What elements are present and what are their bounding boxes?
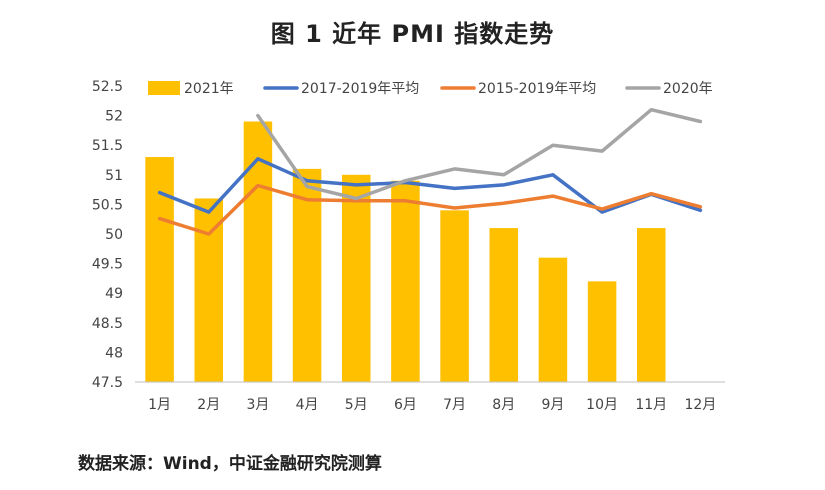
x-tick-label: 11月 [635,397,667,413]
y-tick-label: 50 [105,227,123,243]
x-tick-label: 12月 [685,397,717,413]
bar-9月 [538,257,568,382]
chart-title: 图 1 近年 PMI 指数走势 [270,20,555,48]
bar-11月 [636,228,666,382]
line-series-2 [157,183,703,236]
legend-label: 2017-2019年平均 [301,81,419,97]
bar-series-2021 [145,121,666,383]
x-tick-label: 8月 [492,397,515,413]
y-tick-label: 52.5 [92,79,123,95]
legend-label: 2015-2019年平均 [478,81,596,97]
line-series-1 [157,157,703,214]
x-tick-label: 5月 [345,397,368,413]
x-tick-label: 9月 [541,397,564,413]
source-note: 数据来源：Wind，中证金融研究院测算 [78,454,382,474]
y-tick-label: 52 [105,109,123,125]
y-tick-label: 51.5 [92,138,123,154]
bar-5月 [341,174,371,382]
line-series-3 [256,107,703,201]
x-tick-label: 3月 [246,397,269,413]
bar-6月 [391,180,420,382]
x-tick-label: 2月 [197,397,220,413]
x-tick-label: 6月 [394,397,417,413]
x-tick-label: 1月 [148,397,171,413]
bar-7月 [440,210,469,382]
bar-4月 [292,168,322,382]
line-series-group [157,107,703,236]
y-tick-label: 50.5 [92,197,123,213]
bar-8月 [489,228,519,382]
y-tick-label: 48.5 [92,316,123,332]
y-tick-label: 47.5 [92,375,123,391]
bar-1月 [145,157,174,382]
legend-swatch [148,81,180,95]
legend: 2021年 2017-2019年平均 2015-2019年平均 2020年 [148,81,713,97]
x-tick-label: 10月 [586,397,618,413]
y-tick-label: 49 [105,286,123,302]
pmi-chart: 2021年 2017-2019年平均 2015-2019年平均 2020年 47.54… [92,79,725,413]
bar-2月 [194,198,224,382]
x-tick-label: 7月 [443,397,466,413]
y-tick-label: 49.5 [92,257,123,273]
legend-label: 2020年 [663,81,713,97]
axes: 47.5 48 48.5 49 49.5 50 50.5 51 51.5 52 52.5 1月 2月 3月… [92,79,725,413]
bar-10月 [587,281,617,382]
y-tick-label: 51 [105,168,123,184]
y-tick-label: 48 [105,345,123,361]
x-tick-label: 4月 [296,397,319,413]
legend-label: 2021年 [184,81,234,97]
